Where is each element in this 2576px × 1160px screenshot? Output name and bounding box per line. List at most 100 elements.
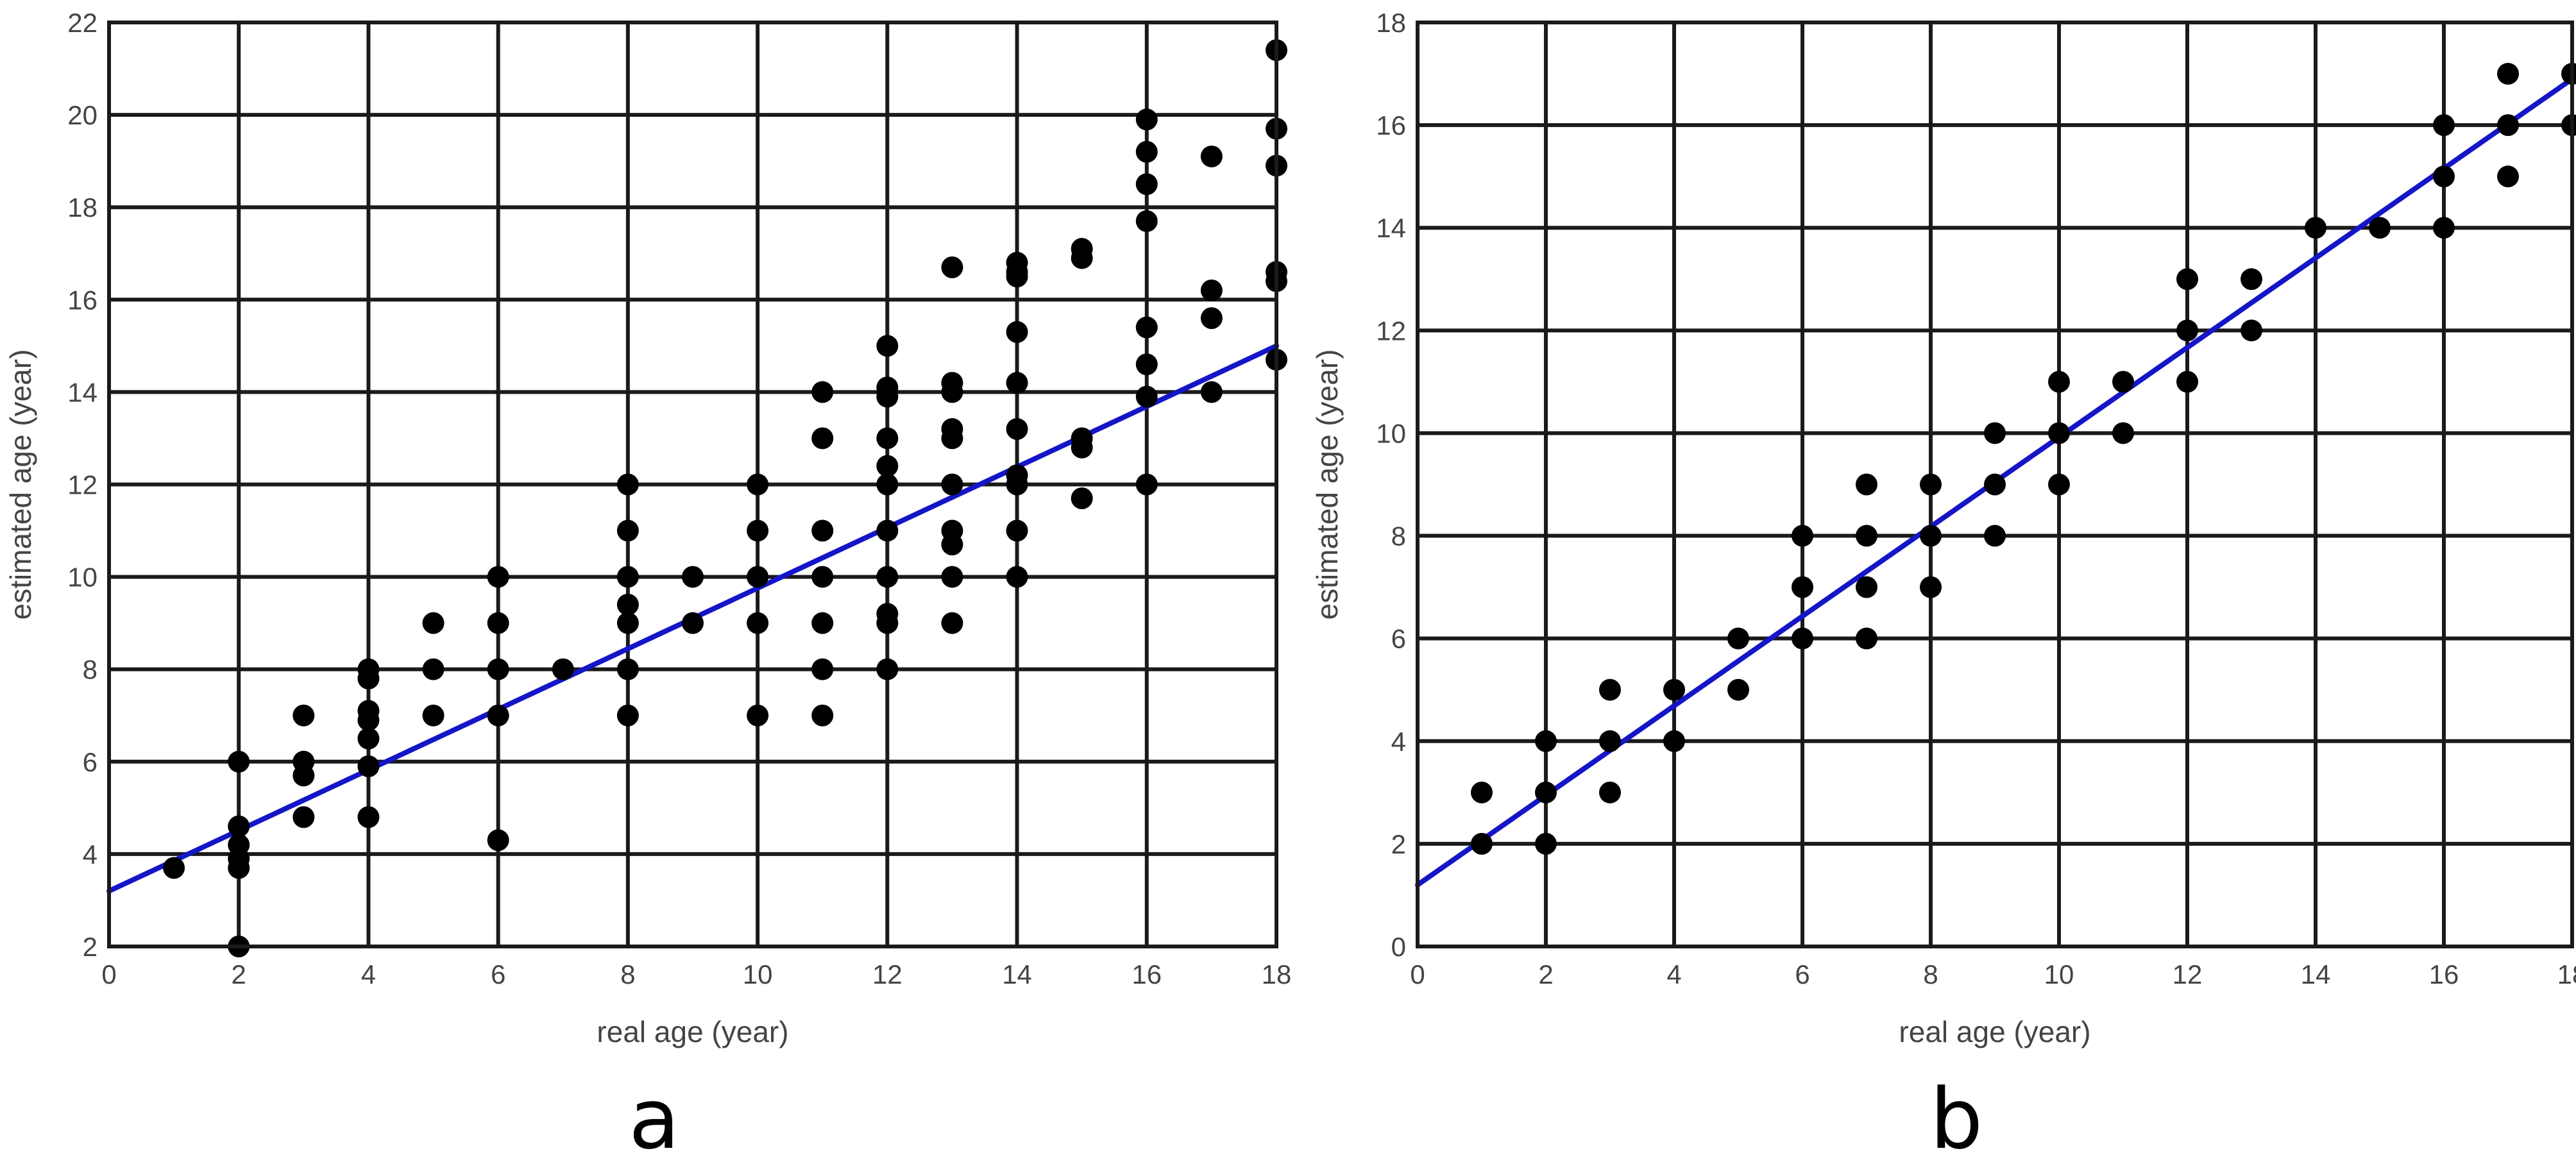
data-point-b-3 [1535,781,1557,803]
plot-frame-b [1416,21,2574,948]
chart-panel-b: 0 2 4 6 8 10 12 14 16 18 0 2 4 6 8 10 12 14 16 18 real age… [1310,8,2576,1160]
data-point-a-15 [357,727,380,750]
x-tick-label-b-6: 6 [1795,959,1809,989]
data-point-b-7 [1599,781,1621,803]
data-point-a-84 [1135,108,1158,131]
x-tick-label-b-18: 18 [2557,959,2576,989]
data-point-b-27 [2048,473,2070,496]
y-tick-label-b-2: 2 [1391,829,1406,859]
y-tick-label-b-6: 6 [1391,624,1406,654]
data-point-a-2 [228,815,250,837]
data-point-a-42 [811,427,834,450]
data-point-a-88 [1135,316,1158,339]
data-point-b-21 [1920,576,1942,598]
data-point-a-68 [941,612,963,634]
data-point-b-23 [1984,473,2006,496]
data-point-a-43 [811,519,834,542]
y-ticks-a: 2 4 6 8 10 12 14 16 18 20 22 [67,8,97,962]
x-tick-label-a-4: 4 [361,959,376,989]
data-point-b-16 [1856,525,1877,547]
data-point-b-35 [2305,217,2326,239]
x-tick-label-b-10: 10 [2044,959,2074,989]
data-point-a-58 [876,658,899,680]
data-point-b-12 [1792,525,1813,547]
y-tick-label-a-10: 10 [67,562,97,593]
data-point-b-31 [2176,319,2198,342]
data-point-b-18 [1856,627,1877,650]
data-point-a-50 [876,385,899,408]
y-tick-label-b-14: 14 [1376,213,1406,243]
data-point-b-34 [2241,319,2262,342]
data-point-a-90 [1135,385,1158,408]
data-point-b-33 [2241,268,2262,290]
data-point-b-2 [1535,730,1557,752]
data-point-a-95 [1200,381,1223,403]
data-point-a-30 [616,593,639,616]
data-point-b-22 [1984,422,2006,444]
data-point-a-92 [1200,145,1223,167]
data-point-b-42 [2497,165,2519,188]
data-point-b-41 [2497,114,2519,137]
data-point-a-77 [1006,519,1028,542]
x-tick-label-b-4: 4 [1666,959,1681,989]
data-point-b-6 [1599,730,1621,752]
data-point-b-40 [2497,63,2519,85]
y-tick-label-a-18: 18 [67,192,97,223]
data-point-a-94 [1200,307,1223,330]
data-point-a-74 [1006,418,1028,441]
data-point-a-14 [357,709,380,731]
data-point-b-38 [2433,165,2455,188]
data-point-a-0 [163,857,185,879]
data-point-a-39 [747,612,769,634]
x-tick-label-b-8: 8 [1923,959,1938,989]
x-tick-label-a-2: 2 [232,959,246,989]
data-point-a-66 [941,534,963,556]
data-point-a-73 [1006,371,1028,394]
data-point-a-31 [616,612,639,634]
data-point-b-11 [1727,678,1749,701]
data-point-a-32 [616,658,639,680]
data-point-a-26 [552,658,574,680]
y-tick-label-a-4: 4 [83,839,97,870]
data-point-b-1 [1471,832,1493,855]
data-point-a-36 [747,473,769,496]
data-point-a-52 [876,455,899,477]
data-point-b-8 [1663,678,1685,701]
x-tick-label-a-8: 8 [620,959,635,989]
x-tick-label-a-12: 12 [872,959,902,989]
data-point-a-51 [876,427,899,450]
data-point-b-13 [1792,576,1813,598]
data-point-a-1 [228,750,250,773]
data-point-a-22 [487,612,509,634]
data-point-a-86 [1135,173,1158,196]
data-point-a-53 [876,473,899,496]
data-point-b-5 [1599,678,1621,701]
x-tick-label-b-2: 2 [1538,959,1553,989]
x-tick-label-b-12: 12 [2173,959,2203,989]
data-point-a-76 [1006,473,1028,496]
data-point-a-23 [487,658,509,680]
y-tick-label-a-8: 8 [83,655,97,685]
data-point-a-12 [357,668,380,690]
x-axis-label-b: real age (year) [1899,1015,2090,1048]
x-ticks-a: 0 2 4 6 8 10 12 14 16 18 [101,959,1291,989]
x-tick-label-b-16: 16 [2429,959,2459,989]
data-point-b-19 [1920,473,1942,496]
y-axis-label-b: estimated age (year) [1310,349,1344,620]
data-point-a-59 [941,256,963,278]
data-point-a-16 [357,755,380,778]
data-point-a-35 [682,612,704,634]
y-tick-label-b-4: 4 [1391,727,1406,757]
data-point-b-24 [1984,525,2006,547]
x-tick-label-a-16: 16 [1131,959,1162,989]
data-point-b-9 [1663,730,1685,752]
panel-label-a: a [629,1070,680,1160]
y-tick-label-a-22: 22 [67,8,97,38]
y-tick-label-a-6: 6 [83,747,97,777]
data-point-a-40 [747,704,769,727]
data-point-a-17 [357,806,380,828]
data-point-a-9 [292,764,315,787]
data-point-a-33 [616,704,639,727]
data-point-b-10 [1727,627,1749,650]
